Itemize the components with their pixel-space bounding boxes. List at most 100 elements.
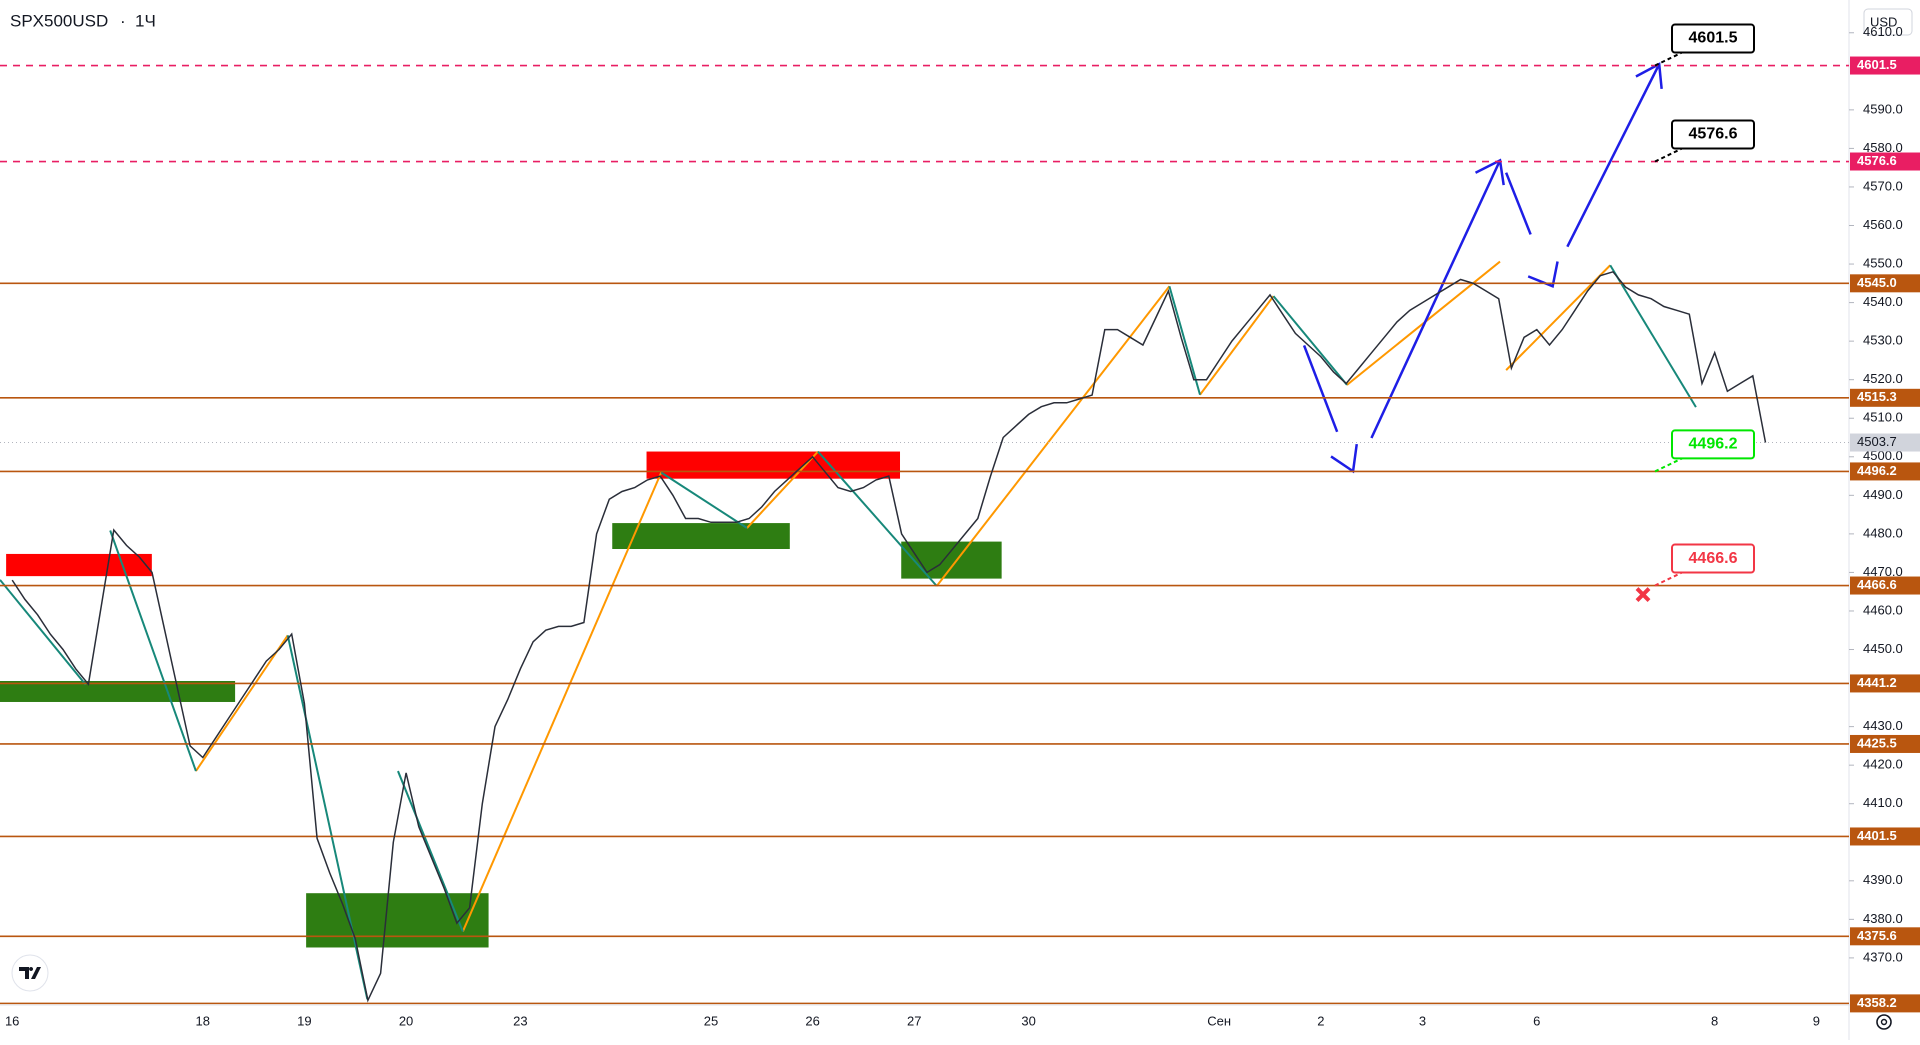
y-tick-label: 4570.0 bbox=[1863, 178, 1903, 193]
current-price-bg bbox=[1850, 433, 1920, 452]
x-tick-label: 2 bbox=[1317, 1013, 1324, 1028]
zigzag-down bbox=[1169, 286, 1200, 395]
separator: · bbox=[120, 11, 126, 30]
y-tick-label: 4500.0 bbox=[1863, 448, 1903, 463]
y-tick-label: 4480.0 bbox=[1863, 525, 1903, 540]
level-label-bg bbox=[1850, 994, 1920, 1013]
arrow-head bbox=[1528, 262, 1557, 287]
zigzag-down bbox=[0, 580, 86, 685]
y-tick-label: 4470.0 bbox=[1863, 564, 1903, 579]
drawings bbox=[0, 64, 1696, 999]
level-label-bg bbox=[1850, 152, 1920, 171]
y-tick-label: 4590.0 bbox=[1863, 101, 1903, 116]
logo-mark bbox=[19, 967, 41, 979]
x-tick-label: 3 bbox=[1419, 1013, 1426, 1028]
projection-leg bbox=[1567, 64, 1659, 247]
stop-marker bbox=[1635, 587, 1651, 602]
demand-zone bbox=[901, 541, 1002, 579]
y-tick-label: 4380.0 bbox=[1863, 911, 1903, 926]
level-label-bg bbox=[1850, 734, 1920, 753]
callout-leader bbox=[1654, 147, 1683, 163]
callout-box bbox=[1671, 429, 1755, 460]
y-tick-label: 4460.0 bbox=[1863, 602, 1903, 617]
level-label-bg bbox=[1850, 927, 1920, 946]
level-label-bg bbox=[1850, 462, 1920, 481]
zigzag-down bbox=[398, 771, 463, 931]
demand-zone bbox=[306, 893, 489, 948]
symbol[interactable]: SPX500USD bbox=[10, 11, 108, 30]
y-tick-label: 4580.0 bbox=[1863, 140, 1903, 155]
x-tick-label: 6 bbox=[1533, 1013, 1540, 1028]
level-label: 4358.2 bbox=[1857, 995, 1897, 1010]
level-label: 4441.2 bbox=[1857, 675, 1897, 690]
zigzag-down bbox=[1273, 296, 1346, 385]
demand-zone bbox=[612, 523, 790, 549]
interval[interactable]: 1Ч bbox=[135, 11, 156, 30]
zigzag-down bbox=[288, 635, 368, 999]
zigzag-up bbox=[463, 473, 661, 932]
target-callout: 4466.6 bbox=[1635, 543, 1755, 602]
level-label: 4496.2 bbox=[1857, 463, 1897, 478]
level-label: 4425.5 bbox=[1857, 735, 1897, 750]
y-tick-label: 4390.0 bbox=[1863, 872, 1903, 887]
currency-button[interactable] bbox=[1863, 8, 1913, 36]
currency[interactable]: USD bbox=[1870, 14, 1897, 29]
x-tick-label: 25 bbox=[704, 1013, 718, 1028]
callout-box bbox=[1671, 543, 1755, 574]
y-tick-label: 4370.0 bbox=[1863, 949, 1903, 964]
level-label: 4515.3 bbox=[1857, 389, 1897, 404]
level-label-bg bbox=[1850, 827, 1920, 846]
zigzag-down bbox=[110, 530, 196, 771]
x-tick-label: 19 bbox=[297, 1013, 311, 1028]
logo[interactable] bbox=[11, 954, 49, 992]
callout-leader bbox=[1654, 457, 1683, 473]
x-tick-label: Сен bbox=[1207, 1013, 1231, 1028]
zigzag-down bbox=[1610, 265, 1696, 407]
zigzag-up bbox=[196, 635, 288, 771]
projection-leg bbox=[1371, 160, 1500, 438]
target-callout: 4601.5 bbox=[1654, 23, 1755, 67]
price-line bbox=[11, 270, 1767, 1003]
supply-zone bbox=[646, 451, 901, 479]
level-label-bg bbox=[1850, 674, 1920, 693]
logo-circle bbox=[11, 954, 49, 992]
x-tick-label: 18 bbox=[196, 1013, 210, 1028]
y-tick-label: 4430.0 bbox=[1863, 718, 1903, 733]
callout-box bbox=[1671, 23, 1755, 54]
y-tick-label: 4520.0 bbox=[1863, 371, 1903, 386]
target-callout: 4576.6 bbox=[1654, 119, 1755, 163]
callout-leader bbox=[1654, 51, 1683, 67]
y-tick-label: 4420.0 bbox=[1863, 757, 1903, 772]
callout-label: 4576.6 bbox=[1689, 126, 1738, 143]
y-tick-label: 4530.0 bbox=[1863, 333, 1903, 348]
zigzag-up bbox=[937, 286, 1170, 586]
current-price-label: 4503.7 bbox=[1857, 434, 1897, 449]
y-tick-label: 4550.0 bbox=[1863, 255, 1903, 270]
y-tick-label: 4510.0 bbox=[1863, 410, 1903, 425]
target-callout: 4496.2 bbox=[1654, 429, 1755, 473]
settings-button[interactable] bbox=[1876, 1014, 1892, 1030]
level-label-bg bbox=[1850, 274, 1920, 293]
projection-leg bbox=[1506, 173, 1530, 235]
x-tick-label: 23 bbox=[513, 1013, 527, 1028]
x-tick-label: 9 bbox=[1813, 1013, 1820, 1028]
gear bbox=[1876, 1014, 1892, 1030]
callout-label: 4496.2 bbox=[1689, 436, 1738, 453]
level-label: 4401.5 bbox=[1857, 828, 1897, 843]
level-label-bg bbox=[1850, 576, 1920, 595]
y-tick-label: 4410.0 bbox=[1863, 795, 1903, 810]
x-tick-label: 16 bbox=[5, 1013, 19, 1028]
x-tick-label: 27 bbox=[907, 1013, 921, 1028]
zigzag-up bbox=[747, 452, 818, 528]
level-label: 4576.6 bbox=[1857, 153, 1897, 168]
arrow-head bbox=[1636, 64, 1662, 89]
projection-leg bbox=[1304, 345, 1337, 431]
level-label: 4466.6 bbox=[1857, 577, 1897, 592]
y-tick-label: 4560.0 bbox=[1863, 217, 1903, 232]
supply-zone bbox=[6, 553, 152, 577]
y-tick-label: 4490.0 bbox=[1863, 487, 1903, 502]
arrow-head bbox=[1476, 160, 1504, 185]
